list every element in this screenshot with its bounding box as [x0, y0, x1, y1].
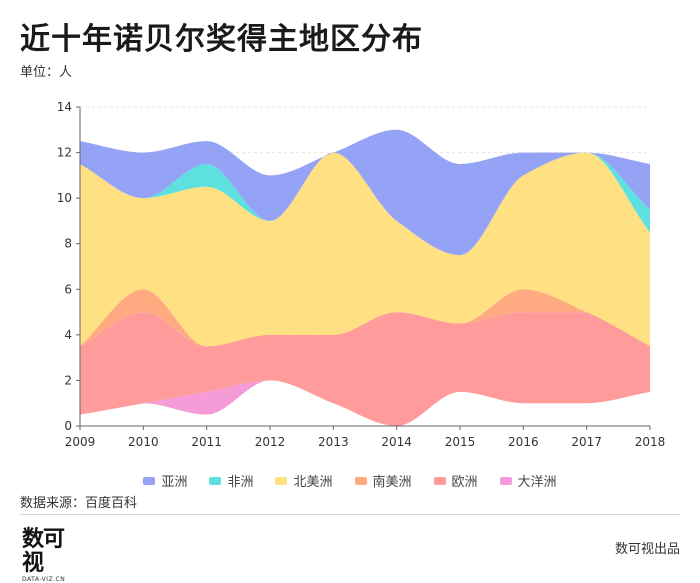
legend-item[interactable]: 欧洲 — [433, 471, 478, 490]
legend-swatch — [433, 476, 446, 485]
y-tick-label: 8 — [64, 237, 72, 251]
x-tick-label: 2009 — [65, 435, 96, 449]
logo: 数可视 DATA-VIZ.CN — [22, 528, 82, 583]
y-tick-label: 14 — [57, 100, 72, 114]
legend-label: 欧洲 — [451, 475, 478, 490]
streamgraph-chart: 0 2 4 6 8 10 12 14 2009 2010 2011 2012 2013 2014 2015 2… — [57, 100, 666, 449]
y-tick-label: 0 — [64, 419, 72, 433]
area-series-2 — [80, 289, 650, 347]
y-tick-label: 12 — [57, 146, 72, 160]
area-series-1 — [80, 312, 650, 426]
x-tick-label: 2016 — [508, 435, 539, 449]
x-tick-label: 2015 — [445, 435, 476, 449]
legend-item[interactable]: 大洋洲 — [499, 471, 557, 490]
area-series — [80, 129, 650, 426]
axes: 0 2 4 6 8 10 12 14 2009 2010 2011 2012 2013 2014 2015 2… — [57, 100, 666, 449]
chart-title: 近十年诺贝尔奖得主地区分布 — [20, 22, 423, 57]
legend-item[interactable]: 亚洲 — [143, 471, 187, 490]
x-tick-label: 2014 — [381, 435, 412, 449]
legend: 亚洲 非洲 北美洲 南美洲 欧洲 大洋洲 — [0, 471, 700, 490]
y-tick-label: 10 — [57, 191, 72, 205]
area-series-3 — [80, 152, 650, 347]
x-tick-label: 2011 — [191, 435, 222, 449]
y-tick-label: 2 — [64, 373, 72, 387]
x-tick-label: 2018 — [635, 435, 666, 449]
brand-credit: 数可视出品 — [614, 542, 680, 557]
x-tick-label: 2012 — [255, 435, 286, 449]
legend-label: 南美洲 — [372, 475, 412, 490]
x-tick-label: 2013 — [318, 435, 349, 449]
legend-item[interactable]: 北美洲 — [275, 471, 333, 490]
legend-item[interactable]: 南美洲 — [354, 471, 412, 490]
logo-subtitle: DATA-VIZ.CN — [22, 576, 66, 583]
legend-label: 大洋洲 — [517, 475, 557, 490]
logo-mark: 数可视 — [22, 527, 65, 576]
y-tick-label: 4 — [64, 328, 72, 342]
legend-swatch — [275, 476, 288, 485]
unit-label: 单位：人 — [20, 65, 73, 80]
x-tick-label: 2017 — [571, 435, 602, 449]
data-source: 数据来源：百度百科 — [20, 496, 138, 511]
legend-swatch — [354, 476, 367, 485]
x-tick-label: 2010 — [128, 435, 159, 449]
area-series-5 — [80, 129, 650, 256]
area-series-4 — [80, 152, 650, 256]
y-tick-label: 6 — [64, 282, 72, 296]
legend-swatch — [499, 476, 512, 485]
legend-swatch — [209, 476, 222, 485]
legend-label: 亚洲 — [161, 475, 188, 490]
legend-swatch — [143, 476, 156, 485]
legend-label: 非洲 — [227, 475, 254, 490]
legend-label: 北美洲 — [293, 475, 333, 490]
footer-divider — [20, 514, 680, 515]
legend-item[interactable]: 非洲 — [209, 471, 253, 490]
area-series-0 — [80, 380, 650, 426]
